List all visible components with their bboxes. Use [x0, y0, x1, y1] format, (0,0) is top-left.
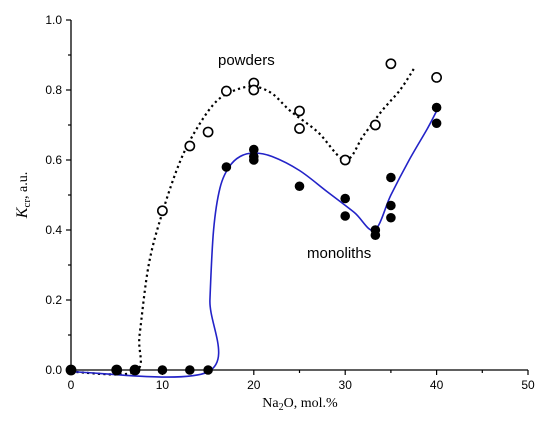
data-points: [65, 58, 442, 376]
y-tick-label: 0.2: [45, 293, 62, 307]
x-axis-title: Na2O, mol.%: [262, 396, 338, 413]
x-tick-label: 50: [521, 378, 535, 392]
open-point: [220, 85, 232, 97]
open-point: [294, 105, 305, 117]
filled-point: [386, 212, 396, 223]
y-axis-title: Kcr, a.u.: [14, 172, 33, 219]
filled-point: [386, 172, 396, 183]
filled-point: [221, 162, 232, 172]
filled-point: [185, 365, 195, 375]
filled-point: [203, 365, 213, 375]
open-point: [202, 126, 214, 138]
filled-point: [340, 193, 351, 204]
filled-point: [157, 365, 168, 375]
x-tick-label: 10: [156, 378, 170, 392]
fit-curve-dotted: [70, 68, 415, 376]
axes: [70, 20, 528, 371]
filled-point: [66, 365, 76, 375]
open-point: [156, 205, 168, 217]
filled-point: [111, 365, 122, 375]
annotation-monoliths: monoliths: [307, 245, 371, 262]
filled-point: [370, 230, 381, 241]
open-point: [184, 140, 196, 152]
filled-point: [431, 102, 442, 113]
open-point: [431, 72, 442, 83]
y-tick-label: 0.0: [45, 363, 62, 377]
filled-point: [386, 200, 396, 211]
y-tick-label: 0.8: [45, 83, 62, 97]
filled-point: [130, 365, 140, 375]
annotation-powders: powders: [218, 52, 275, 69]
fit-curves: [70, 68, 438, 378]
y-tick-label: 0.6: [45, 153, 62, 167]
open-point: [369, 119, 381, 131]
x-tick-label: 40: [430, 378, 444, 392]
filled-point: [249, 151, 259, 162]
filled-point: [340, 211, 351, 221]
x-tick-label: 30: [339, 378, 353, 392]
x-tick-label: 20: [247, 378, 261, 392]
open-point: [339, 154, 351, 166]
open-point: [385, 58, 397, 70]
filled-point: [431, 118, 442, 129]
open-point: [248, 84, 260, 96]
y-tick-label: 0.4: [45, 223, 62, 237]
filled-point: [294, 181, 305, 192]
x-tick-label: 0: [68, 378, 75, 392]
fit-curve-solid: [70, 110, 438, 378]
open-point: [294, 123, 305, 134]
ticks: 0 10 20 30 40 50 0.0 0.2 0.4 0.6 0.8 1.0: [45, 13, 535, 392]
y-tick-label: 1.0: [45, 13, 62, 27]
